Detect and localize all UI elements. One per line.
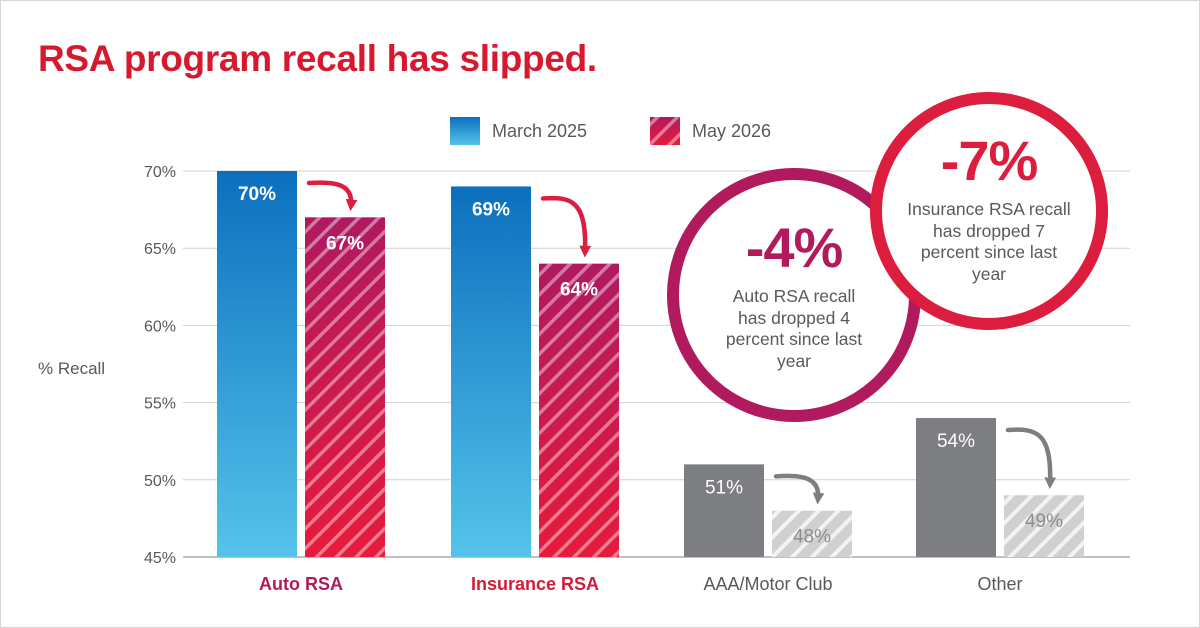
data-label-may-2026: 49% [1025, 511, 1063, 532]
data-label-may-2026: 67% [326, 233, 364, 254]
bar-may-2026-hatch [772, 510, 852, 557]
legend-label-march-2025: March 2025 [492, 121, 587, 141]
change-arrow-icon [1005, 427, 1057, 490]
callout-text: Insurance RSA recall has dropped 7 perce… [907, 199, 1071, 284]
y-tick-label: 45% [144, 550, 176, 567]
y-tick-label: 70% [144, 164, 176, 181]
data-label-march-2025: 70% [238, 184, 276, 205]
change-arrow-icon [306, 180, 358, 212]
data-label-may-2026: 48% [793, 527, 831, 548]
category-label: Other [977, 574, 1022, 594]
bar-march-2025 [217, 171, 297, 557]
page-title: RSA program recall has slipped. [38, 38, 597, 79]
bar-may-2026-hatch [539, 263, 619, 557]
y-tick-label: 65% [144, 241, 176, 258]
bar-may-2026-hatch [1004, 495, 1084, 557]
data-labels: 70% 67% 69% 64% 51% 48% 54% 49% [238, 184, 1063, 548]
change-arrow-icon [773, 473, 825, 505]
category-label: Insurance RSA [471, 574, 599, 594]
y-axis-label: % Recall [38, 359, 105, 378]
callout-text: Auto RSA recall has dropped 4 percent si… [725, 286, 863, 371]
category-label: AAA/Motor Club [703, 574, 832, 594]
legend-swatch-may-2026-hatch [650, 117, 680, 145]
y-tick-label: 55% [144, 396, 176, 413]
data-label-may-2026: 64% [560, 280, 598, 301]
y-axis: 45% 50% 55% 60% 65% 70% % Recall [38, 164, 176, 567]
bar-march-2025 [451, 186, 531, 557]
data-label-march-2025: 51% [705, 477, 743, 498]
change-arrows [306, 180, 1057, 505]
bars [217, 171, 1084, 557]
y-tick-label: 50% [144, 473, 176, 490]
legend: March 2025 May 2026 [450, 117, 771, 145]
callout-value: -7% [940, 129, 1039, 192]
category-label: Auto RSA [259, 574, 343, 594]
bar-may-2026-hatch [305, 217, 385, 557]
bar-march-2025 [684, 464, 764, 557]
legend-swatch-march-2025 [450, 117, 480, 145]
data-label-march-2025: 54% [937, 431, 975, 452]
callout-value: -4% [745, 216, 844, 279]
y-tick-label: 60% [144, 318, 176, 335]
category-labels: Auto RSA Insurance RSA AAA/Motor Club Other [259, 574, 1023, 594]
bar-march-2025 [916, 418, 996, 557]
change-arrow-icon [540, 195, 592, 258]
callout-insurance-rsa: -7% Insurance RSA recall has dropped 7 p… [870, 92, 1108, 330]
data-label-march-2025: 69% [472, 199, 510, 220]
legend-label-may-2026: May 2026 [692, 121, 771, 141]
